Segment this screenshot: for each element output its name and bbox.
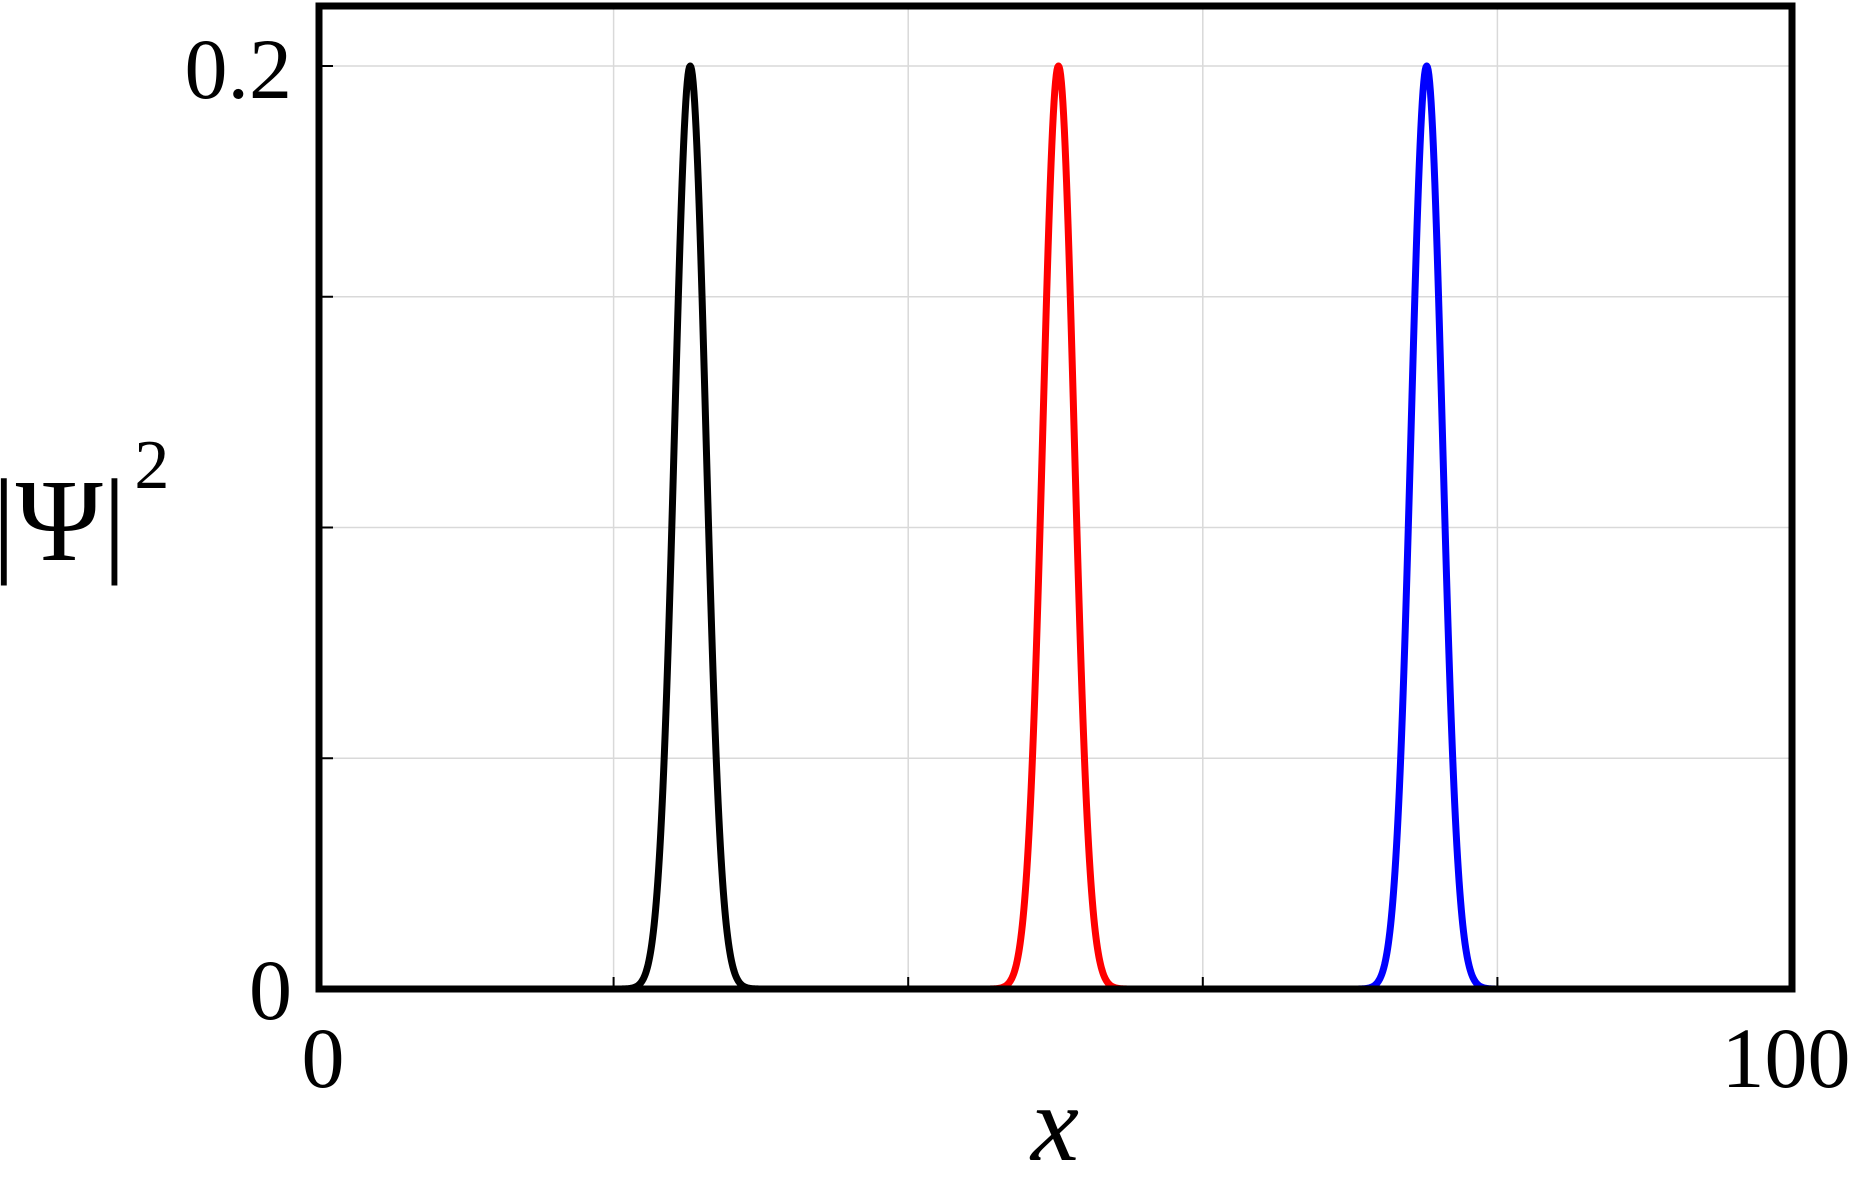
grid [319, 6, 1792, 989]
plot-frame [315, 2, 1796, 993]
y-tick-label: 0.2 [185, 21, 293, 117]
tick-labels: 0 100 0 0.2 [185, 21, 1851, 1106]
y-axis-title: |Ψ| 2 [0, 427, 169, 586]
x-tick-label: 100 [1722, 1010, 1851, 1106]
y-axis-title-main: |Ψ| [0, 455, 126, 586]
y-axis-title-superscript: 2 [134, 427, 169, 504]
y-tick-label: 0 [249, 942, 292, 1038]
x-axis-title: x [1029, 1065, 1079, 1177]
x-tick-label: 0 [302, 1010, 345, 1106]
